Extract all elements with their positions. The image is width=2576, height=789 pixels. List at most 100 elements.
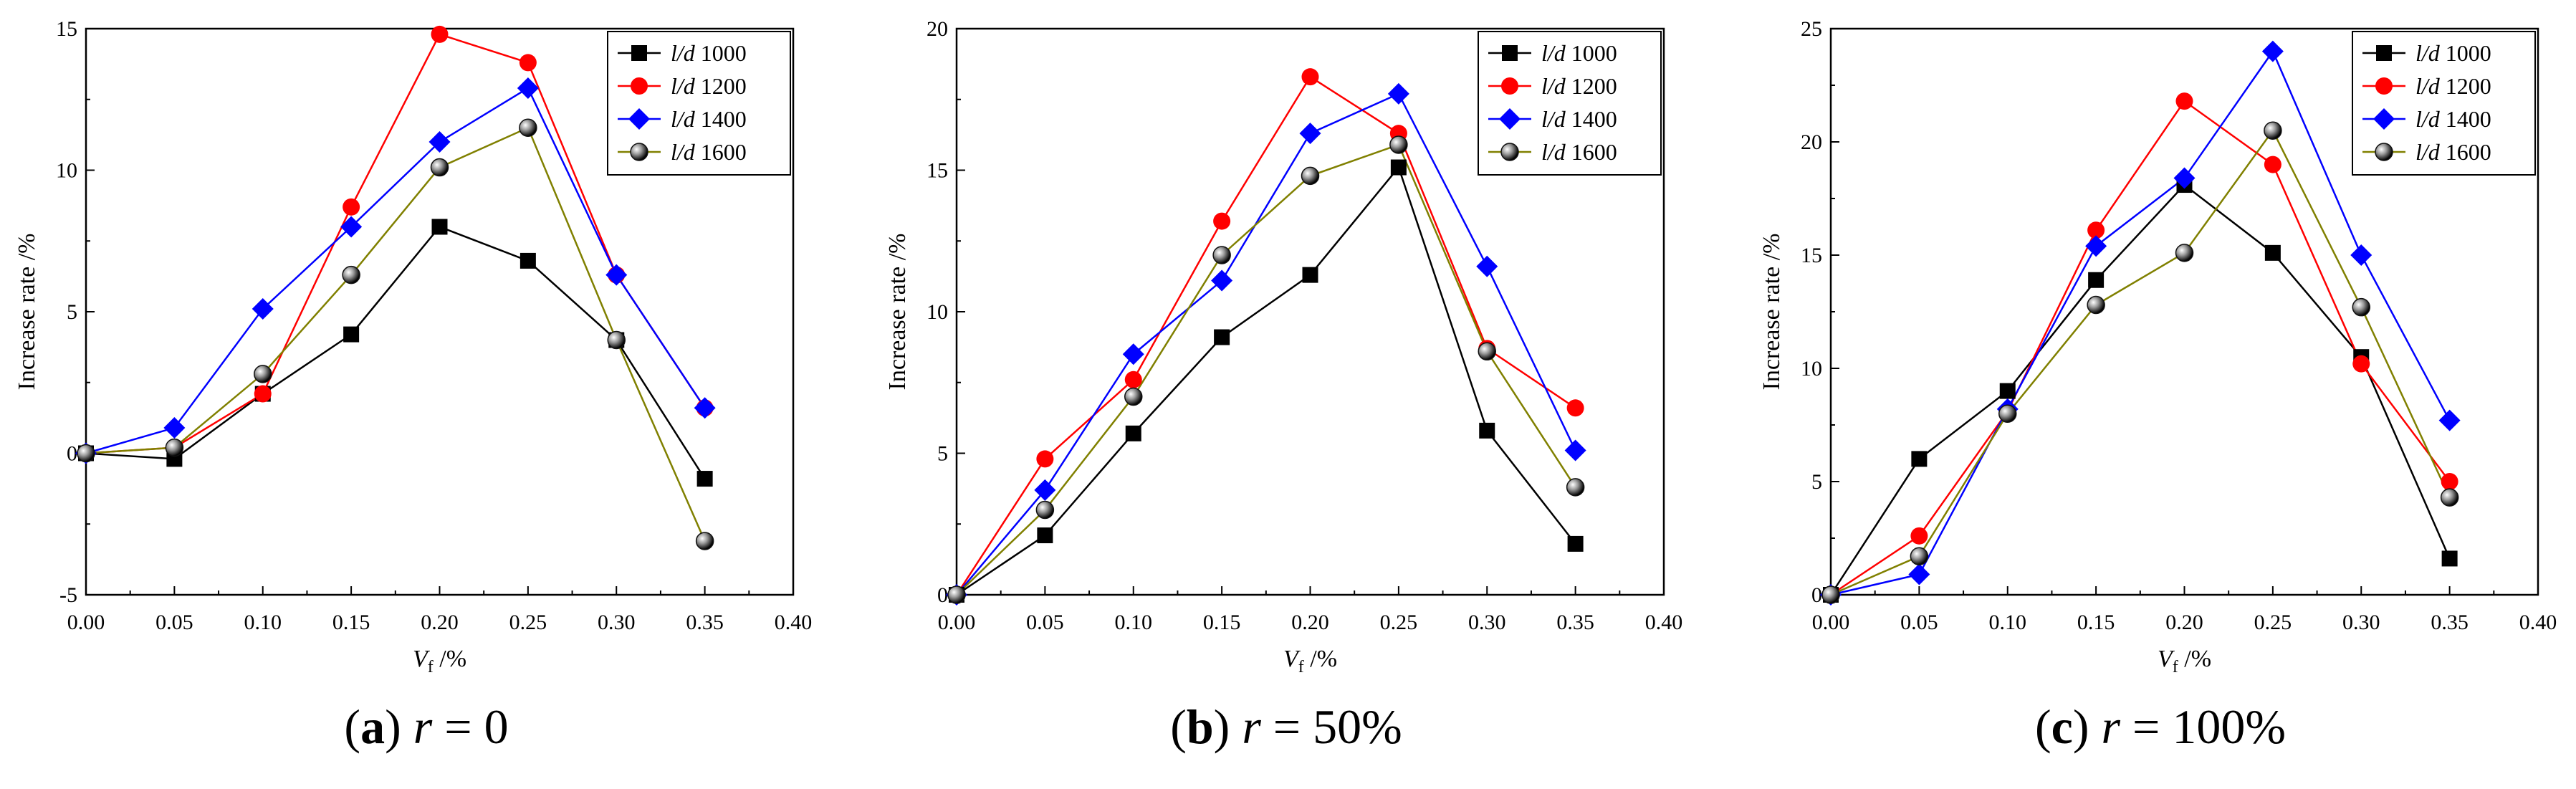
caption-c-value: 100%	[2172, 699, 2286, 754]
chart-a: 0.00 0.05 0.10 0.15 0.20 0.25 0.30 0.35 0.40 -5 0 5…	[14, 17, 812, 676]
x-tick-label-a: 0.15	[332, 611, 370, 634]
data-point-c-1600	[1998, 404, 2017, 423]
data-point-b-1600	[1301, 166, 1320, 186]
data-point-c-1600	[2264, 121, 2282, 140]
x-tick-label-c: 0.40	[2519, 611, 2557, 634]
legend-label-b-1400: l/d 1400	[1541, 106, 1617, 132]
y-axis-label-c: Increase rate /%	[1758, 234, 1785, 391]
legend-label-value: 1600	[701, 139, 747, 165]
legend-label-prefix: l/d	[671, 40, 701, 66]
data-point-a-1000	[431, 219, 448, 235]
caption-b-value: 50%	[1313, 699, 1402, 754]
legend-marker-a-1400	[628, 108, 650, 130]
data-point-c-1200	[2441, 473, 2458, 490]
legend-label-value: 1200	[2446, 73, 2491, 99]
caption-a-value: 0	[484, 699, 509, 754]
caption-b-eq: =	[1260, 699, 1313, 754]
y-tick-label-a: 10	[56, 159, 77, 183]
data-point-a-1000	[519, 252, 536, 269]
data-point-a-1000	[343, 326, 360, 343]
legend-label-prefix: l/d	[671, 73, 701, 99]
data-point-a-1000	[696, 471, 713, 487]
data-point-a-1600	[342, 265, 360, 284]
data-point-b-1600	[1212, 246, 1231, 264]
data-point-a-1600	[695, 532, 714, 550]
data-point-b-1000	[1125, 425, 1141, 441]
data-point-c-1000	[2088, 272, 2105, 288]
data-point-a-1200	[431, 25, 449, 43]
series-line-c-1400	[1830, 49, 2451, 596]
x-tick-label-a: 0.35	[686, 611, 724, 634]
data-point-b-1000	[1214, 329, 1230, 345]
data-point-a-1200	[519, 54, 537, 72]
caption-c-symbol: r	[2101, 699, 2120, 754]
data-point-c-1600	[1821, 585, 1840, 604]
data-point-b-1000	[1567, 535, 1584, 552]
series-line-c-1000	[1829, 183, 2451, 596]
data-point-a-1600	[77, 444, 95, 463]
chart-b: 0.00 0.05 0.10 0.15 0.20 0.25 0.30 0.35 0.40 0 5 10…	[884, 17, 1682, 676]
legend-label-c-1600: l/d 1600	[2415, 139, 2491, 165]
data-point-c-1600	[1910, 547, 1929, 566]
data-point-b-1000	[1390, 159, 1407, 176]
data-point-c-1400	[2350, 244, 2372, 266]
x-tick-label-a: 0.40	[775, 611, 813, 634]
legend-label-b-1600: l/d 1600	[1541, 139, 1617, 165]
data-point-b-1400	[1034, 479, 1056, 501]
data-point-b-1200	[1213, 212, 1231, 230]
data-point-c-1600	[2087, 295, 2105, 315]
data-point-a-1600	[519, 118, 537, 137]
data-point-c-1200	[2087, 221, 2105, 239]
data-point-a-1400	[517, 77, 539, 99]
caption-a-eq: =	[432, 699, 484, 754]
series-line-a-1600	[85, 126, 706, 542]
legend-marker-c-1000	[2376, 45, 2392, 61]
x-axis-label-a: Vf /%	[413, 646, 466, 676]
caption-b: (b) r = 50%	[1170, 699, 1402, 754]
x-tick-label-a: 0.00	[67, 611, 105, 634]
x-axis-label-b: Vf /%	[1283, 646, 1337, 676]
data-point-b-1600	[1389, 135, 1408, 154]
legend-label-value: 1000	[1571, 40, 1617, 66]
y-axis-label-a: Increase rate /%	[14, 234, 40, 391]
x-tick-label-b: 0.30	[1468, 611, 1506, 634]
y-tick-label-c: 10	[1801, 357, 1822, 381]
legend-label-a-1000: l/d 1000	[671, 40, 747, 66]
legend-label-prefix: l/d	[1541, 106, 1571, 132]
legend-label-prefix: l/d	[2415, 106, 2446, 132]
legend-label-c-1000: l/d 1000	[2415, 40, 2491, 66]
legend-label-c-1400: l/d 1400	[2415, 106, 2491, 132]
data-point-c-1400	[2261, 40, 2284, 62]
x-tick-label-b: 0.35	[1556, 611, 1594, 634]
data-point-b-1200	[1301, 68, 1319, 86]
caption-c: (c) r = 100%	[2035, 699, 2286, 754]
legend-label-value: 1600	[2446, 139, 2491, 165]
series-line-c-1200	[1830, 100, 2451, 596]
caption-b-label: b	[1186, 699, 1214, 754]
series-line-b-1400	[956, 92, 1576, 596]
legend-label-c-1200: l/d 1200	[2415, 73, 2491, 99]
y-tick-label-b: 10	[927, 300, 948, 324]
legend-marker-a-1200	[631, 77, 648, 95]
series-line-c-1600	[1830, 128, 2451, 596]
legend-label-b-1000: l/d 1000	[1541, 40, 1617, 66]
data-point-c-1400	[2085, 235, 2107, 257]
legend-label-value: 1400	[1571, 106, 1617, 132]
series-line-a-1200	[85, 33, 706, 454]
x-tick-label-c: 0.25	[2254, 611, 2292, 634]
legend-label-prefix: l/d	[2415, 40, 2446, 66]
x-tick-label-c: 0.15	[2077, 611, 2115, 634]
legend-marker-c-1600	[2375, 143, 2393, 161]
legend-label-a-1600: l/d 1600	[671, 139, 747, 165]
data-point-a-1600	[254, 365, 272, 383]
data-point-c-1400	[2173, 167, 2196, 189]
y-tick-label-b: 20	[927, 17, 948, 41]
x-tick-label-c: 0.10	[1989, 611, 2027, 634]
x-tick-label-a: 0.25	[509, 611, 547, 634]
data-point-c-1200	[2264, 156, 2281, 173]
data-point-c-1000	[1999, 383, 2016, 399]
